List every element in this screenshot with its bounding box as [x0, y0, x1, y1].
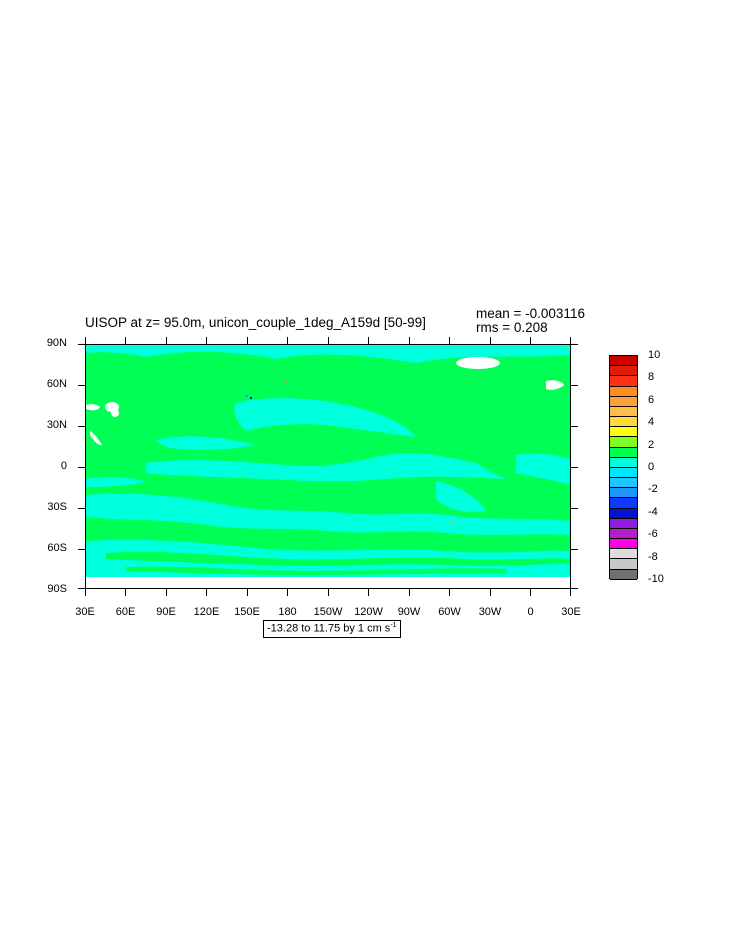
lon-label-30e-right: 30E — [561, 606, 581, 618]
field-satlantic — [436, 481, 486, 513]
speck-blue — [246, 395, 248, 397]
lat-label-60s: 60S — [47, 542, 67, 554]
colorbar-segment — [610, 457, 637, 468]
colorbar-segment — [610, 518, 637, 529]
colorbar-label: -2 — [648, 483, 658, 496]
field-equatorial — [146, 452, 506, 482]
colorbar-segment — [610, 366, 637, 377]
lat-label-30n: 30N — [46, 419, 67, 431]
field-southern-band — [86, 493, 570, 535]
lon-label-120w: 120W — [354, 606, 383, 618]
colorbar-label: -10 — [648, 573, 664, 585]
colorbar-segment — [610, 427, 637, 438]
colorbar-segment — [610, 488, 637, 499]
field-streak-2 — [126, 566, 506, 575]
colorbar-label: 4 — [648, 416, 655, 429]
lat-label-eq: 0 — [60, 460, 67, 472]
colorbar-label: 10 — [648, 349, 661, 361]
missing-greenland — [456, 357, 500, 369]
colorbar-segment — [610, 559, 637, 570]
colorbar-segment — [610, 508, 637, 519]
colorbar-label: 8 — [648, 371, 655, 384]
colorbar-segment — [610, 417, 637, 428]
missing-patch-b — [111, 409, 119, 417]
colorbar-segment — [610, 406, 637, 418]
field-eq-west — [86, 476, 146, 487]
colorbar-segment — [610, 386, 637, 397]
lon-label-30e-left: 30E — [75, 606, 95, 618]
speck-darkblue — [250, 397, 252, 399]
lon-label-120e: 120E — [193, 606, 220, 618]
lat-label-90s: 90S — [47, 583, 67, 595]
colorbar-segment — [610, 549, 637, 560]
mean-stat: mean = -0.003116 — [476, 306, 585, 321]
colorbar-segment — [610, 447, 637, 458]
colorbar-label: -8 — [648, 550, 658, 563]
colorbar-segment — [610, 528, 637, 540]
contour-range-note: -13.28 to 11.75 by 1 cm s-1 — [263, 620, 401, 638]
field-e-atlantic — [516, 453, 570, 485]
colorbar-segment — [610, 539, 637, 550]
lat-label-90n: 90N — [46, 337, 67, 349]
missing-antarctica — [86, 577, 570, 588]
speck-orange — [286, 381, 288, 383]
range-text: -13.28 to 11.75 by 1 cm s — [267, 622, 391, 635]
lon-label-90w: 90W — [397, 606, 421, 618]
colorbar-segment — [610, 356, 637, 367]
rms-stat: rms = 0.208 — [476, 320, 548, 335]
lon-label-30w: 30W — [478, 606, 502, 618]
missing-caspian — [86, 404, 100, 411]
colorbar-label: 2 — [648, 438, 655, 451]
range-unit-exponent: -1 — [390, 622, 397, 629]
colorbar-label: 6 — [648, 393, 655, 406]
lon-label-180: 180 — [278, 606, 297, 618]
field-npacific — [234, 398, 416, 437]
plot-title: UISOP at z= 95.0m, unicon_couple_1deg_A1… — [85, 315, 426, 330]
field-arctic — [86, 345, 570, 363]
missing-baltic — [546, 380, 564, 390]
lat-label-30s: 30S — [47, 501, 67, 513]
field-streak-1 — [106, 551, 570, 566]
map-panel — [85, 344, 571, 589]
lon-label-90e: 90E — [156, 606, 176, 618]
colorbar-segment — [610, 437, 637, 448]
lon-label-150w: 150W — [313, 606, 343, 618]
field-nw-patch — [156, 436, 256, 450]
colorbar-segment — [610, 569, 637, 580]
colorbar-segment — [610, 467, 637, 479]
colorbar — [609, 355, 638, 580]
field-antarctic-band — [86, 539, 570, 577]
lon-label-150e: 150E — [234, 606, 260, 618]
colorbar-segment — [610, 498, 637, 509]
missing-red-sea — [90, 431, 102, 446]
lat-ticks — [78, 344, 578, 589]
lon-label-60e: 60E — [115, 606, 136, 618]
colorbar-segment — [610, 478, 637, 489]
lon-label-0: 0 — [527, 606, 534, 618]
map-canvas — [86, 345, 570, 588]
lon-label-60w: 60W — [438, 606, 461, 618]
colorbar-label: -4 — [648, 505, 658, 518]
speck-orange-2 — [452, 521, 454, 523]
lat-label-60n: 60N — [46, 378, 67, 390]
colorbar-segment — [610, 396, 637, 407]
colorbar-label: 0 — [648, 461, 655, 473]
lon-ticks — [85, 337, 571, 596]
colorbar-segment — [610, 376, 637, 387]
colorbar-label: -6 — [648, 528, 658, 541]
